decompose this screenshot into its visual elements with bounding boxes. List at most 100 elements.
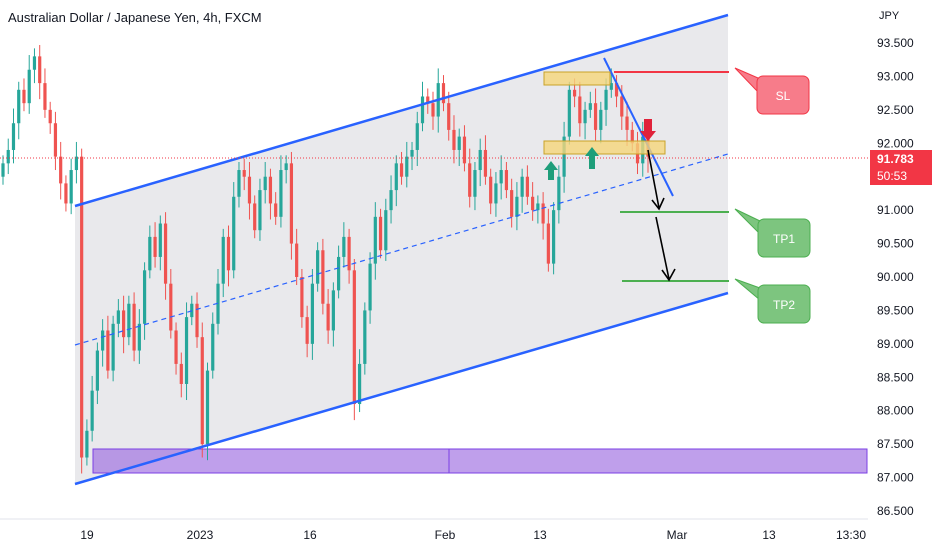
current-price-tag: 91.783 50:53 [870,150,932,185]
candle-body [625,116,629,130]
candle-body [326,303,330,331]
candle-body [352,270,356,405]
candle-body [614,83,619,97]
channel-upper-line[interactable] [74,13,729,208]
candle-body [48,109,52,124]
tp1-callout[interactable]: TP1 [734,208,811,258]
candle-body [247,176,252,204]
candle-body [6,149,10,164]
candle-body [384,210,388,251]
candle-body [515,196,519,217]
candle-body [331,290,335,331]
candle-body [258,190,262,231]
candle-body [478,149,482,171]
candle-body [337,256,341,291]
x-tick-label: 13:30 [836,528,866,542]
up-arrow-icon [585,147,599,169]
candle-body [567,89,571,137]
y-tick-label: 92.500 [877,103,914,117]
candle-body [410,149,414,157]
candle-body [17,89,21,124]
candle-body [373,216,377,264]
y-tick-label: 92.000 [877,136,914,150]
candle-body [242,170,246,177]
y-axis[interactable]: 93.50093.00092.50092.00091.50091.00090.5… [877,36,914,518]
candle-body [43,83,47,110]
candle-body [106,330,110,371]
candle-body [368,263,372,311]
candle-body [158,223,162,257]
candle-body [572,89,577,97]
candle-body [363,310,367,364]
y-tick-label: 88.000 [877,404,914,418]
x-tick-label: Mar [667,528,688,542]
entry-zone [543,140,666,155]
candle-body [153,236,157,257]
current-price-value: 91.783 [877,152,914,166]
candle-body [321,250,325,304]
candle-body [316,250,320,284]
down-arrow-icon [640,119,656,141]
candle-body [494,183,498,204]
sl-callout[interactable]: SL [734,67,810,115]
candle-body [85,430,89,458]
x-tick-label: Feb [435,528,456,542]
candle-body [195,303,199,338]
candle-body [111,323,115,371]
candle-body [441,83,446,104]
candle-body [583,109,587,124]
candle-body [268,176,273,204]
candle-body [599,109,603,130]
candle-body [357,363,362,405]
candle-body [510,190,514,217]
candle-body [64,183,68,204]
countdown-value: 50:53 [877,169,907,183]
candle-body [578,96,582,124]
candle-body [552,210,556,264]
x-axis[interactable]: 19 2023 16 Feb 13 Mar 13 13:30 [80,528,866,542]
candle-body [279,170,283,217]
candle-body [630,129,634,144]
candle-body [174,330,178,364]
y-axis-unit: JPY [879,10,900,22]
candle-body [205,370,210,445]
chart-title: Australian Dollar / Japanese Yen, 4h, FX… [8,10,262,25]
candle-body [593,103,598,130]
candle-body [80,156,84,458]
candle-body [452,129,456,150]
trend-break-line[interactable] [603,57,674,197]
candle-body [295,243,299,277]
candle-body [253,203,257,231]
candle-body [22,89,26,104]
candle-body [504,170,509,191]
candle-body [609,83,613,90]
tp2-callout[interactable]: TP2 [734,278,811,324]
supply-zone [543,71,611,86]
candle-body [620,96,624,117]
candle-body [53,123,58,157]
candle-body [184,317,189,384]
tp1-label: TP1 [773,232,795,246]
candle-body [122,310,126,338]
candle-body [499,170,503,184]
candle-body [300,277,304,318]
candle-body [137,323,141,351]
candle-body [546,223,550,264]
y-tick-label: 93.500 [877,36,914,50]
candle-body [263,176,267,191]
candle-body [310,283,314,344]
candle-body [347,236,351,271]
candle-body [200,337,204,445]
channel-lower-line[interactable] [74,291,729,486]
x-tick-label: 13 [533,528,547,542]
candle-body [420,96,425,124]
candle-body [462,136,467,164]
candle-body [489,176,493,204]
candle-body [132,303,136,351]
candle-body [520,176,524,197]
candle-body [27,69,31,104]
candle-body [59,156,63,184]
y-tick-label: 93.000 [877,69,914,83]
candle-body [32,56,37,70]
